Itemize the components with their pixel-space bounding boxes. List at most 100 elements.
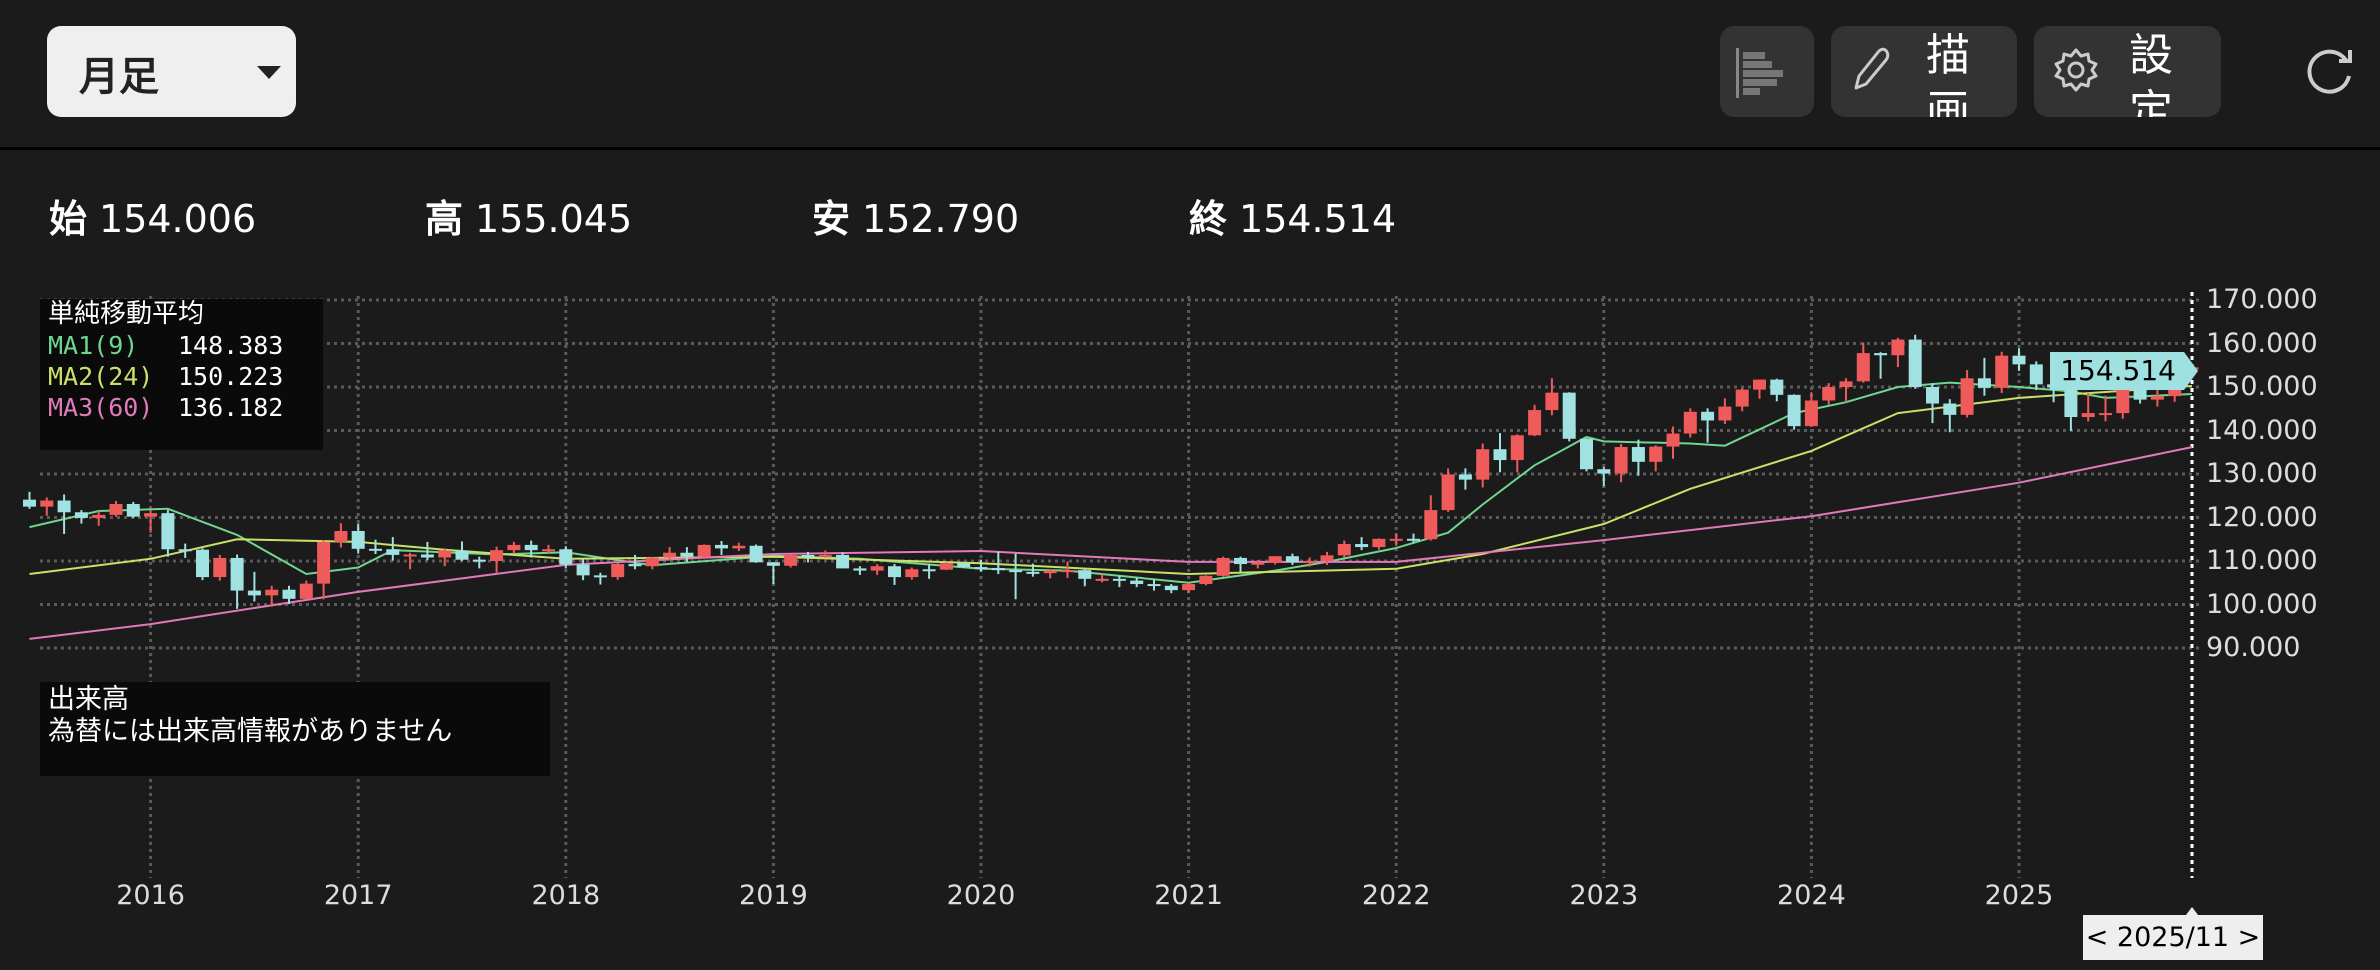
- candle: [213, 554, 227, 581]
- candle: [836, 552, 850, 569]
- candle: [1424, 495, 1438, 541]
- candle-body: [1216, 557, 1230, 576]
- refresh-icon[interactable]: [2303, 42, 2359, 98]
- candle: [126, 501, 140, 518]
- candle-body: [1026, 571, 1040, 574]
- candle: [1026, 563, 1040, 577]
- selected-date-navigator[interactable]: < 2025/11 >: [2083, 907, 2263, 960]
- x-tick-label: 2024: [1777, 880, 1846, 911]
- candle-body: [888, 566, 901, 578]
- candle: [1545, 378, 1559, 416]
- candle: [196, 548, 209, 581]
- candle: [2150, 387, 2164, 407]
- close-value: 終 154.514: [1189, 197, 1397, 241]
- candle: [351, 523, 365, 554]
- candle-body: [420, 554, 434, 558]
- candle-body: [1839, 381, 1853, 387]
- candle-body: [1078, 570, 1092, 579]
- y-tick-label: 130.000: [2206, 458, 2318, 489]
- candle: [1822, 383, 1836, 405]
- candle-body: [1874, 353, 1888, 356]
- indicator-list-button[interactable]: [1720, 26, 1814, 117]
- candle-body: [1856, 353, 1870, 382]
- candle-body: [1424, 510, 1438, 540]
- candle: [1666, 426, 1680, 459]
- x-tick-label: 2023: [1569, 880, 1639, 911]
- candle-body: [1649, 446, 1663, 462]
- candle: [1804, 392, 1818, 428]
- candle-body: [1977, 378, 1991, 388]
- candle: [2099, 395, 2112, 422]
- x-tick-label: 2018: [531, 880, 601, 911]
- candle: [853, 566, 867, 575]
- candle-body: [317, 541, 331, 584]
- candle-body: [1441, 474, 1455, 511]
- draw-label: 描画: [1926, 30, 1970, 117]
- candle-body: [957, 563, 971, 568]
- candle: [1216, 556, 1230, 577]
- candle-body: [23, 499, 36, 507]
- candle-body: [1337, 544, 1351, 556]
- candle-body: [749, 545, 763, 563]
- candle: [1476, 443, 1490, 488]
- candle: [1147, 579, 1161, 591]
- legend-title: 単純移動平均: [48, 299, 205, 329]
- candle-body: [109, 504, 123, 515]
- candle-body: [1147, 584, 1161, 587]
- candle: [1735, 388, 1749, 412]
- candle: [697, 544, 711, 560]
- y-tick-label: 160.000: [2206, 327, 2318, 359]
- candle: [1164, 584, 1178, 594]
- settings-button[interactable]: 設定: [2034, 26, 2221, 117]
- candle: [576, 558, 590, 581]
- candle-body: [282, 589, 296, 599]
- candle: [801, 551, 815, 563]
- candle-body: [593, 575, 607, 578]
- candle-body: [542, 549, 555, 552]
- candle-body: [836, 554, 850, 569]
- candle-body: [663, 552, 677, 558]
- candle-body: [1701, 411, 1715, 421]
- candle-body: [74, 512, 88, 518]
- draw-button[interactable]: 描画: [1831, 26, 2017, 117]
- candle-body: [1372, 538, 1386, 548]
- candle: [334, 523, 348, 548]
- candle-body: [801, 554, 815, 558]
- candle: [109, 500, 123, 517]
- candle-body: [1666, 433, 1680, 447]
- candle-body: [1493, 449, 1507, 461]
- y-tick-label: 170.000: [2206, 284, 2318, 315]
- candle: [559, 546, 573, 569]
- candle: [922, 564, 936, 579]
- chevron-down-icon: [257, 66, 281, 79]
- candle: [1977, 357, 1991, 396]
- candle-body: [1407, 538, 1420, 541]
- pencil-icon: [1854, 47, 1890, 90]
- candle: [265, 585, 279, 607]
- volume-title: 出来高: [48, 684, 129, 715]
- candle-body: [611, 564, 625, 578]
- candle-body: [92, 514, 106, 518]
- candle: [1493, 433, 1507, 473]
- candle-body: [1251, 562, 1265, 565]
- y-tick-label: 110.000: [2206, 545, 2318, 576]
- candle-body: [144, 513, 158, 517]
- candle: [1061, 561, 1074, 578]
- candle-body: [196, 549, 209, 578]
- ma-line-ma19: [29, 381, 2193, 584]
- candle-body: [680, 552, 694, 557]
- candle: [1631, 439, 1645, 476]
- candle: [1095, 574, 1109, 583]
- candle-body: [1095, 578, 1109, 581]
- candle-body: [178, 549, 192, 552]
- y-tick-label: 150.000: [2206, 371, 2318, 402]
- candle-body: [818, 554, 832, 558]
- candle: [1718, 398, 1732, 424]
- candle: [1268, 556, 1282, 565]
- period-dropdown[interactable]: 月足: [47, 26, 296, 117]
- candle: [1043, 569, 1057, 579]
- candle-body: [1043, 570, 1057, 574]
- candle: [1130, 577, 1144, 588]
- x-tick-label: 2019: [739, 880, 808, 911]
